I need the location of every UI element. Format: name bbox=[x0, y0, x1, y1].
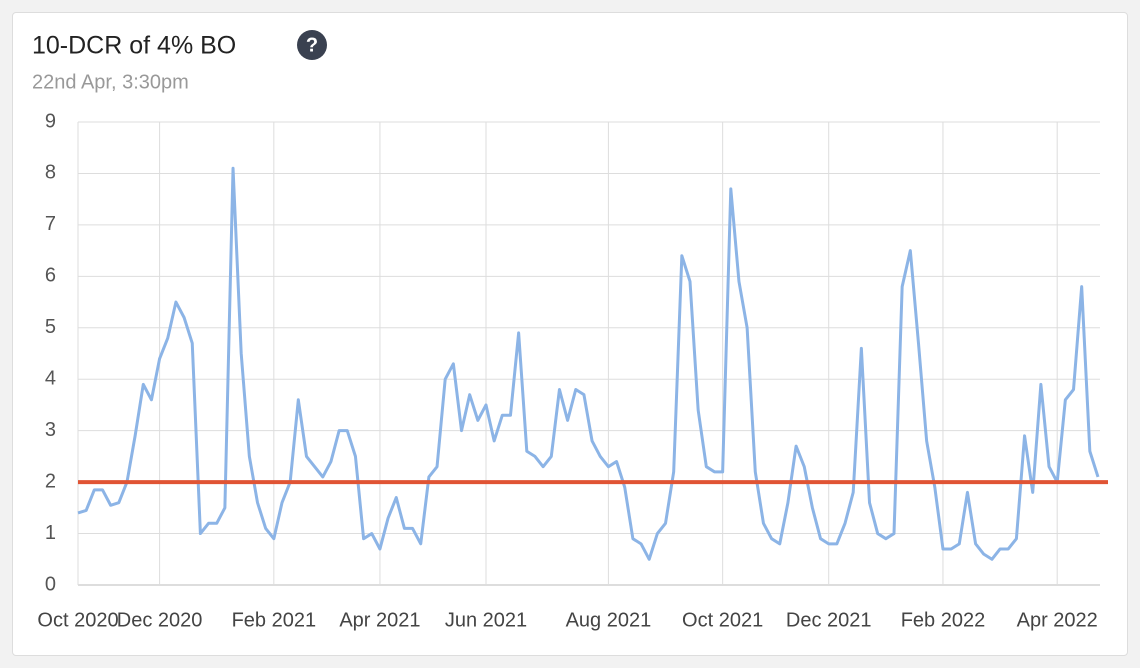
line-series bbox=[77, 166, 1100, 561]
x-tick-label: Oct 2021 bbox=[682, 609, 763, 631]
x-tick-label: Feb 2021 bbox=[232, 609, 317, 631]
y-tick-label: 2 bbox=[45, 470, 56, 492]
x-tick-label: Feb 2022 bbox=[901, 609, 986, 631]
y-tick-label: 3 bbox=[45, 419, 56, 441]
y-tick-label: 8 bbox=[45, 162, 56, 184]
x-tick-label: Jun 2021 bbox=[445, 609, 527, 631]
x-tick-label: Dec 2020 bbox=[117, 609, 203, 631]
chart-subtitle: 22nd Apr, 3:30pm bbox=[32, 71, 189, 93]
y-tick-label: 6 bbox=[45, 265, 56, 287]
y-tick-label: 1 bbox=[45, 522, 56, 544]
x-tick-label: Dec 2021 bbox=[786, 609, 872, 631]
x-tick-label: Aug 2021 bbox=[566, 609, 652, 631]
x-tick-label: Oct 2020 bbox=[37, 609, 118, 631]
x-tick-label: Apr 2021 bbox=[339, 609, 420, 631]
help-icon[interactable]: ? bbox=[297, 30, 327, 60]
y-tick-label: 5 bbox=[45, 316, 56, 338]
y-tick-label: 4 bbox=[45, 368, 56, 390]
x-tick-label: Apr 2022 bbox=[1017, 609, 1098, 631]
y-tick-label: 0 bbox=[45, 573, 56, 595]
chart-title: 10-DCR of 4% BO bbox=[32, 32, 236, 60]
y-tick-label: 7 bbox=[45, 213, 56, 235]
svg-text:?: ? bbox=[306, 34, 318, 56]
y-tick-label: 9 bbox=[45, 110, 56, 132]
